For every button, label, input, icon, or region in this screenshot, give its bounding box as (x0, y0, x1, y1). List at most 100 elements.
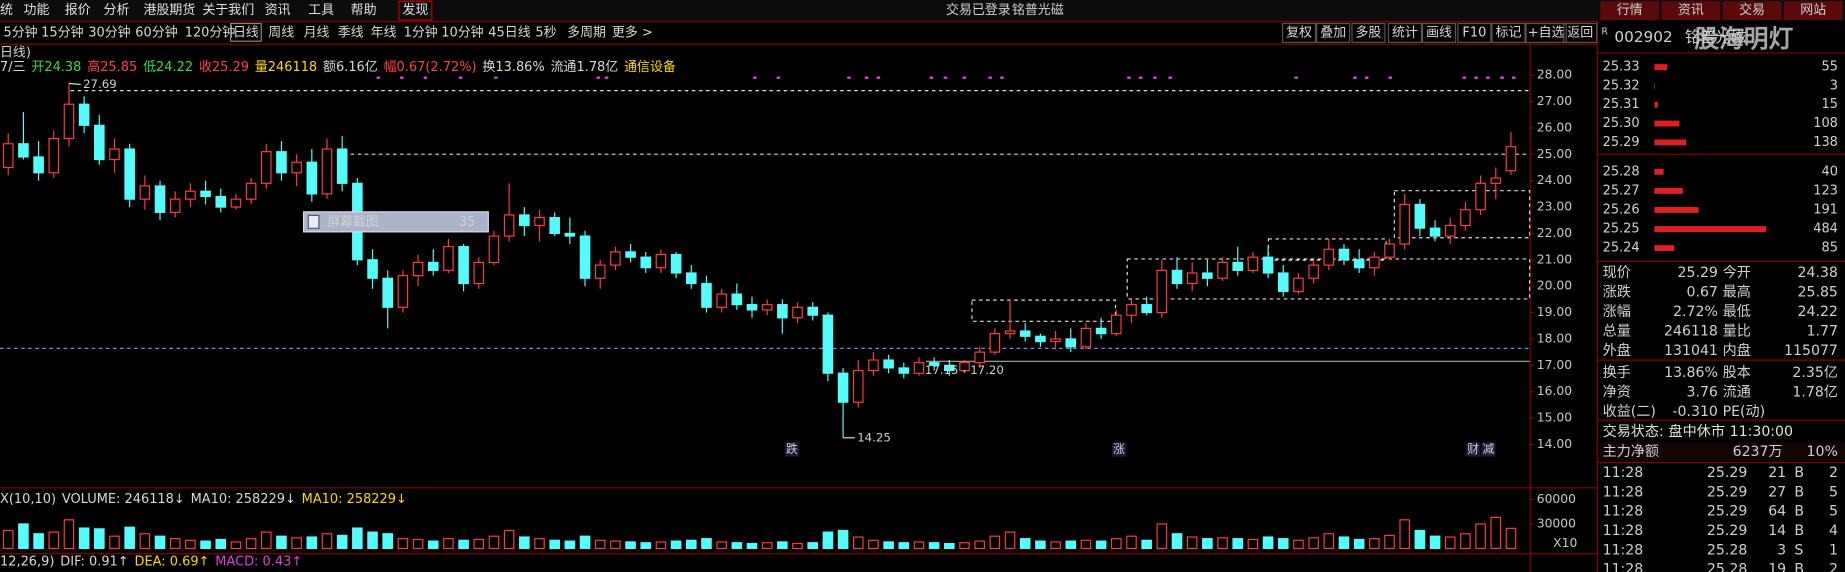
volume-bar (655, 541, 667, 550)
candle-body (94, 124, 105, 161)
volume-legend: X(10,10) VOLUME: 246118↓ MA10: 258229↓ MA10… (0, 492, 407, 507)
stat-value: 2.72% (1673, 304, 1718, 320)
quote-field: 7/三 (0, 60, 26, 75)
menu-item[interactable]: 发现 (402, 2, 428, 18)
candle-body (1505, 146, 1517, 172)
quote-field: 额6.16亿 (323, 60, 378, 75)
flow-pct: 10% (1807, 444, 1838, 460)
period-button[interactable]: 1分钟 (404, 24, 438, 40)
menu-item[interactable]: 资讯 (265, 3, 291, 18)
tool-button[interactable]: 叠加 (1320, 25, 1346, 40)
tool-button[interactable]: F10 (1462, 25, 1486, 40)
period-button[interactable]: 10分钟 (441, 24, 483, 40)
tick-cell: 19 (1768, 562, 1786, 572)
tick-cell: 21 (1768, 465, 1786, 481)
tool-button[interactable]: 画线 (1426, 25, 1452, 40)
menu-item[interactable]: 帮助 (351, 3, 377, 18)
candle-body (1399, 203, 1410, 245)
menu-item[interactable]: 港股期货 (144, 2, 196, 18)
volume-bar (746, 542, 758, 550)
tick-cell: 14 (1768, 523, 1786, 539)
tick-cell: 4 (1829, 523, 1838, 539)
stat-value: 24.38 (1798, 265, 1838, 281)
candle-body (154, 185, 166, 213)
tab[interactable]: 行情 (1617, 3, 1643, 18)
volume-bar (792, 542, 803, 550)
tool-button[interactable]: 复权 (1286, 24, 1312, 40)
candle-body (169, 198, 181, 213)
tab[interactable]: 交易 (1739, 2, 1765, 18)
tab[interactable]: 资讯 (1678, 3, 1704, 18)
tool-button[interactable]: +自选 (1528, 25, 1565, 40)
stat-label: 涨幅 (1603, 304, 1631, 320)
period-button[interactable]: 120分钟 (185, 24, 236, 40)
period-button[interactable]: 日线 (233, 25, 259, 40)
volume-bar (974, 540, 985, 550)
signal-dot (1353, 76, 1357, 79)
volume-bar (336, 534, 348, 550)
volume-bar (1262, 536, 1274, 550)
y-tick-label: 60000 (1537, 492, 1576, 506)
volume-bar (352, 527, 363, 550)
volume-bar (898, 542, 910, 550)
signal-dot (943, 76, 948, 79)
candle-body (1293, 277, 1304, 293)
menu-item[interactable]: 分析 (104, 3, 130, 18)
period-button[interactable]: 周线 (268, 25, 294, 40)
tab-bg (1722, 1, 1782, 21)
stat-label: PE(动) (1723, 404, 1766, 420)
candle-body (1323, 248, 1335, 266)
period-button[interactable]: 60分钟 (135, 24, 177, 40)
candle-body (1141, 304, 1152, 314)
tool-button[interactable]: 统计 (1392, 25, 1418, 40)
candle-body (868, 359, 879, 372)
signal-dot (1462, 76, 1467, 79)
volume-bar (185, 539, 196, 550)
tab-bg (1783, 1, 1843, 21)
tool-box (1387, 22, 1422, 43)
period-button[interactable]: 年线 (371, 25, 397, 40)
menu-item[interactable]: 统 (0, 3, 13, 18)
volume-bar (1353, 538, 1365, 550)
candle-body (139, 185, 151, 200)
book-volume: 15 (1821, 97, 1837, 112)
period-button[interactable]: 更多 > (612, 25, 653, 40)
period-button[interactable]: 15分钟 (41, 24, 83, 40)
period-button[interactable]: 5秒 (535, 25, 556, 40)
menu-item[interactable]: 关于我们 (202, 3, 254, 18)
volume-bar (230, 541, 242, 550)
menu-item[interactable]: 报价 (65, 3, 91, 18)
signal-dot (864, 76, 869, 79)
volume-bar (458, 539, 469, 550)
trade-status: 交易状态: 盘中休市 11:30:00 (1603, 423, 1793, 440)
tool-button[interactable]: 返回 (1567, 25, 1593, 40)
menu-item[interactable]: 功能 (24, 3, 50, 18)
candle-body (33, 156, 44, 174)
high-label: 27.69 (83, 77, 117, 91)
popup[interactable] (302, 211, 489, 233)
volume-bar (670, 540, 682, 550)
signal-dot (604, 76, 609, 79)
tool-button[interactable]: 多股 (1356, 25, 1382, 40)
tool-button[interactable]: 标记 (1496, 25, 1522, 40)
period-button[interactable]: 30分钟 (88, 24, 130, 40)
stat-label: 内盘 (1723, 342, 1751, 359)
period-button[interactable]: 季线 (338, 25, 364, 40)
tab[interactable]: 网站 (1800, 3, 1826, 18)
candle-body (1308, 264, 1319, 279)
legend-item: DIF: 0.91↑ (60, 554, 128, 569)
volume-bar (1186, 536, 1198, 550)
stat-value: 25.29 (1678, 265, 1718, 281)
period-button[interactable]: 5分钟 (4, 24, 38, 40)
menu-item[interactable]: 工具 (308, 3, 334, 18)
period-button[interactable]: 多周期 (567, 25, 606, 40)
signal-dot (494, 76, 498, 79)
candle-body (1004, 330, 1016, 335)
quote-field: 量246118 (255, 60, 317, 75)
stat-label: 总量 (1603, 324, 1631, 340)
book-price: 25.27 (1603, 183, 1640, 198)
period-button[interactable]: 45日线 (488, 25, 530, 40)
legend-item: DEA: 0.69↑ (135, 554, 210, 569)
volume-bar (852, 536, 864, 550)
period-button[interactable]: 月线 (304, 25, 330, 40)
